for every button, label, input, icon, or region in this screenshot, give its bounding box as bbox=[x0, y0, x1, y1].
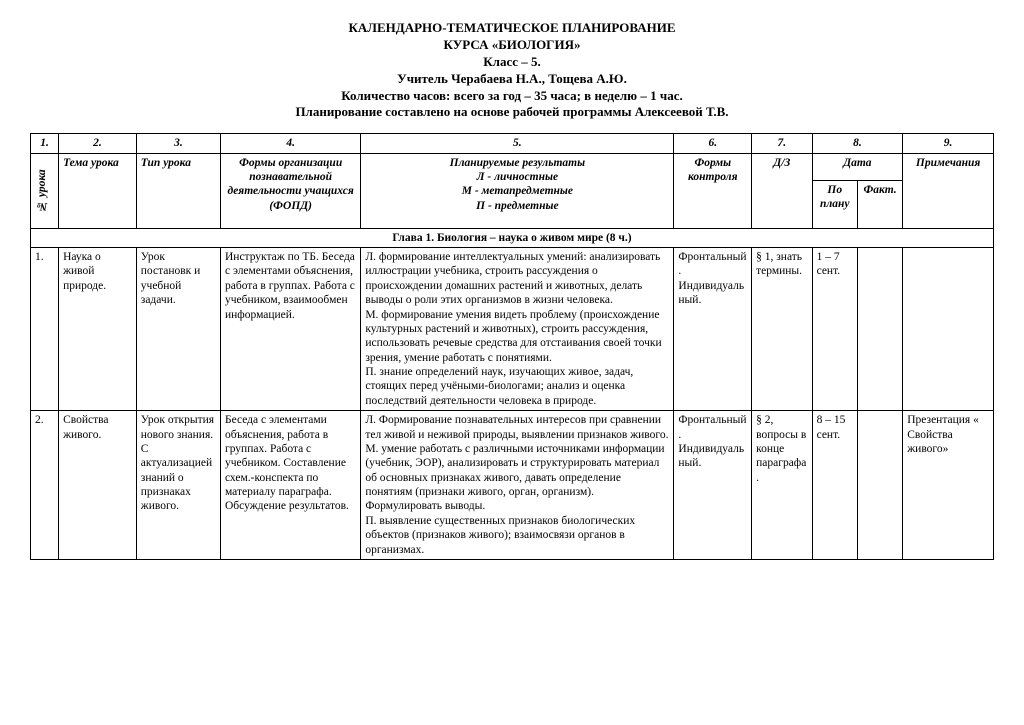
cell-hw: § 1, знать термины. bbox=[752, 248, 812, 411]
cell-type: Урок открытия нового знания. С актуализа… bbox=[136, 411, 220, 560]
cell-control: Фронтальный. Индивидуальный. bbox=[674, 411, 752, 560]
col-header-lesson-number: № урока bbox=[31, 153, 59, 228]
col-header-control: Формы контроля bbox=[674, 153, 752, 228]
cell-forms: Инструктаж по ТБ. Беседа с элементами об… bbox=[220, 248, 360, 411]
cell-date-plan: 8 – 15 сент. bbox=[812, 411, 857, 560]
chapter-title: Глава 1. Биология – наука о живом мире (… bbox=[31, 228, 994, 247]
cell-results: Л. Формирование познавательных интересов… bbox=[361, 411, 674, 560]
header-line-4: Учитель Черабаева Н.А., Тощева А.Ю. bbox=[30, 71, 994, 88]
planning-table: 1. 2. 3. 4. 5. 6. 7. 8. 9. № урока Тема … bbox=[30, 133, 994, 560]
cell-topic: Наука о живой природе. bbox=[59, 248, 137, 411]
col-header-topic: Тема урока bbox=[59, 153, 137, 228]
col-num-6: 6. bbox=[674, 134, 752, 153]
col-num-9: 9. bbox=[903, 134, 994, 153]
cell-date-plan: 1 – 7 сент. bbox=[812, 248, 857, 411]
col-num-7: 7. bbox=[752, 134, 812, 153]
header-line-3: Класс – 5. bbox=[30, 54, 994, 71]
cell-notes bbox=[903, 248, 994, 411]
cell-forms: Беседа с элементами объяснения, работа в… bbox=[220, 411, 360, 560]
col-header-results: Планируемые результаты Л - личностные М … bbox=[361, 153, 674, 228]
col-num-5: 5. bbox=[361, 134, 674, 153]
col-num-4: 4. bbox=[220, 134, 360, 153]
col-header-homework: Д/З bbox=[752, 153, 812, 228]
header-line-2: КУРСА «БИОЛОГИЯ» bbox=[30, 37, 994, 54]
header-line-1: КАЛЕНДАРНО-ТЕМАТИЧЕСКОЕ ПЛАНИРОВАНИЕ bbox=[30, 20, 994, 37]
table-row: 1. Наука о живой природе. Урок постановк… bbox=[31, 248, 994, 411]
col-num-1: 1. bbox=[31, 134, 59, 153]
col-num-3: 3. bbox=[136, 134, 220, 153]
col-num-2: 2. bbox=[59, 134, 137, 153]
col-header-date-plan: По плану bbox=[812, 181, 857, 229]
cell-topic: Свойства живого. bbox=[59, 411, 137, 560]
cell-control: Фронтальный. Индивидуальный. bbox=[674, 248, 752, 411]
cell-notes: Презентация « Свойства живого» bbox=[903, 411, 994, 560]
col-header-type: Тип урока bbox=[136, 153, 220, 228]
col-header-date: Дата bbox=[812, 153, 903, 180]
cell-hw: § 2, вопросы в конце параграфа. bbox=[752, 411, 812, 560]
cell-type: Урок постановк и учебной задачи. bbox=[136, 248, 220, 411]
header-line-6: Планирование составлено на основе рабоче… bbox=[30, 104, 994, 121]
table-row: 2. Свойства живого. Урок открытия нового… bbox=[31, 411, 994, 560]
cell-results: Л. формирование интеллектуальных умений:… bbox=[361, 248, 674, 411]
column-header-row-1: № урока Тема урока Тип урока Формы орган… bbox=[31, 153, 994, 180]
chapter-row: Глава 1. Биология – наука о живом мире (… bbox=[31, 228, 994, 247]
header-line-5: Количество часов: всего за год – 35 часа… bbox=[30, 88, 994, 105]
col-header-date-fact: Факт. bbox=[857, 181, 902, 229]
cell-date-fact bbox=[857, 411, 902, 560]
document-header: КАЛЕНДАРНО-ТЕМАТИЧЕСКОЕ ПЛАНИРОВАНИЕ КУР… bbox=[30, 20, 994, 121]
cell-date-fact bbox=[857, 248, 902, 411]
cell-num: 2. bbox=[31, 411, 59, 560]
column-number-row: 1. 2. 3. 4. 5. 6. 7. 8. 9. bbox=[31, 134, 994, 153]
col-header-notes: Примечания bbox=[903, 153, 994, 228]
col-header-forms: Формы организации познавательной деятель… bbox=[220, 153, 360, 228]
cell-num: 1. bbox=[31, 248, 59, 411]
col-num-8: 8. bbox=[812, 134, 903, 153]
